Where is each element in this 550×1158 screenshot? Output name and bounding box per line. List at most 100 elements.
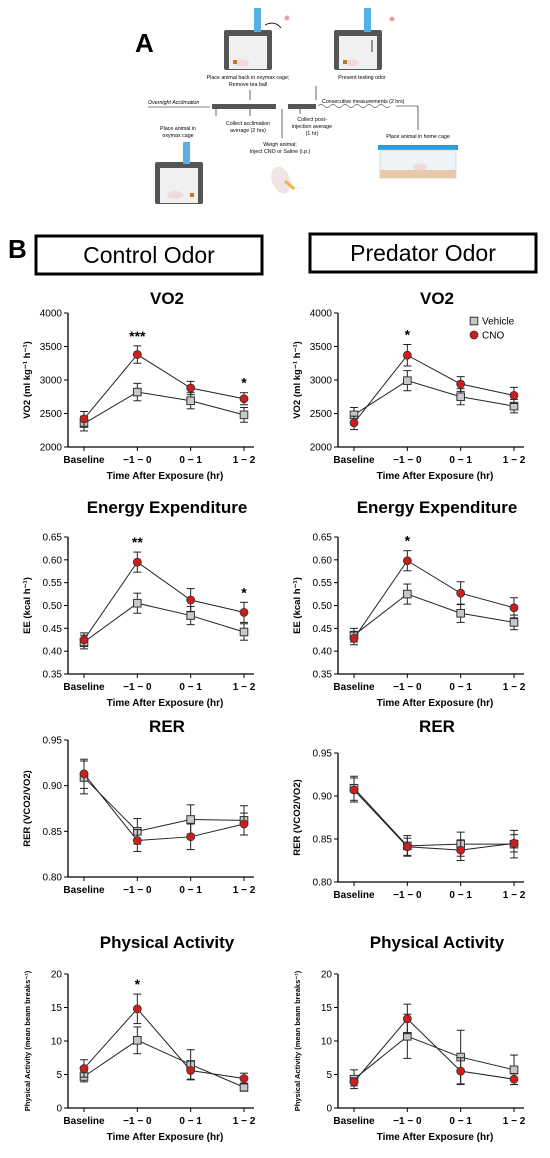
y-tick-label: 0.55 (313, 578, 333, 589)
label-place-oxymax-2: oxymax cage (162, 133, 193, 139)
data-point-vehicle (456, 392, 465, 402)
chart-2: Energy Expenditure 0.35 0.40 0.45 0.50 0.55 0.… (22, 498, 256, 709)
data-point-cno (349, 785, 359, 795)
y-tick-label: 0.40 (313, 647, 333, 658)
series-line (353, 593, 515, 636)
data-point-cno (456, 379, 466, 389)
chart-5: RER 0.80 0.85 0.90 0.95 Baseline −1 − 0 0 − 1 1 … (292, 717, 526, 901)
y-axis-label: Physical Activity (mean beam breaks⁻¹) (23, 970, 32, 1111)
x-tick-label: 0 − 1 (179, 1116, 202, 1127)
data-point-vehicle (133, 598, 142, 608)
legend-marker-vehicle (469, 316, 479, 326)
legend-label: CNO (482, 331, 504, 342)
series-line (353, 560, 515, 639)
oxymax-cage-top-left (224, 8, 290, 70)
y-tick-label: 20 (51, 970, 63, 981)
series-vehicle (349, 1013, 519, 1090)
y-axis-label: VO2 (ml kg⁻¹ h⁻¹) (22, 341, 33, 419)
x-tick-label: Baseline (333, 682, 375, 693)
x-tick-label: −1 − 0 (123, 1116, 152, 1127)
label-collect-post-1: Collect post- (297, 117, 327, 123)
data-point-cno (132, 350, 142, 359)
data-point-vehicle (133, 1036, 142, 1045)
y-tick-label: 0.35 (313, 670, 333, 681)
x-tick-label: −1 − 0 (393, 890, 422, 901)
series-cno (349, 343, 519, 431)
panel-a: A Place animal back in oxymax cage; Remo… (135, 8, 458, 204)
panel-b: B Control Odor Predator Odor (8, 232, 538, 276)
chart-1: VO2 2000 2500 3000 3500 4000 Baseline −1 − 0 0 −… (292, 289, 526, 482)
y-tick-label: 20 (321, 970, 333, 981)
chart-title: VO2 (150, 289, 184, 308)
series-vehicle (79, 382, 249, 432)
data-point-cno (509, 1074, 519, 1084)
series-vehicle (349, 583, 519, 643)
significance-marker: ** (132, 534, 143, 550)
column-header-predator: Predator Odor (350, 240, 496, 266)
injected-mouse (271, 166, 296, 194)
chart-title: Energy Expenditure (87, 498, 248, 517)
y-axis-label: RER (VCO2/VO2) (292, 779, 303, 856)
x-tick-label: Baseline (333, 1116, 375, 1127)
x-tick-label: 1 − 2 (503, 682, 526, 693)
data-point-cno (132, 1004, 142, 1014)
x-tick-label: 1 − 2 (233, 455, 256, 466)
label-place-back-2: Remove tea ball (229, 82, 267, 88)
data-point-cno (402, 350, 412, 360)
data-point-cno (186, 1066, 196, 1075)
series-vehicle (79, 592, 249, 650)
x-tick-label: −1 − 0 (123, 682, 152, 693)
x-tick-label: Baseline (63, 885, 105, 896)
significance-marker: * (405, 326, 411, 342)
label-overnight: Overnight Acclimation (148, 100, 199, 106)
data-point-cno (509, 603, 519, 613)
label-home-cage: Place animal in home cage (386, 134, 450, 140)
label-place-back-1: Place animal back in oxymax cage; (207, 75, 290, 81)
chart-7: Physical Activity 0 5 10 15 20 Baseline −1 − 0 0… (293, 933, 526, 1143)
x-tick-label: 1 − 2 (233, 682, 256, 693)
series-line (83, 391, 245, 424)
label-present-odor: Present testing odor (338, 75, 386, 81)
y-tick-label: 0.95 (313, 749, 333, 760)
label-collect-accl-1: Collect acclimation (226, 121, 270, 127)
y-tick-label: 2000 (40, 443, 63, 454)
series-line (83, 561, 245, 641)
series-line (353, 787, 514, 847)
y-tick-label: 0 (56, 1104, 62, 1115)
oxymax-cage-top-right (334, 8, 395, 70)
data-point-vehicle (509, 1065, 519, 1075)
timeline: Overnight Acclimation (148, 86, 419, 138)
data-point-cno (186, 595, 196, 605)
x-tick-label: 0 − 1 (449, 455, 472, 466)
x-axis-label: Time After Exposure (hr) (377, 1132, 494, 1143)
data-point-cno (239, 819, 249, 829)
data-point-vehicle (239, 627, 249, 637)
x-tick-label: −1 − 0 (393, 682, 422, 693)
series-line (353, 789, 515, 851)
x-tick-label: 0 − 1 (179, 455, 202, 466)
data-point-cno (239, 607, 249, 617)
y-tick-label: 0.95 (43, 736, 63, 747)
data-point-vehicle (186, 815, 195, 824)
y-axis-label: EE (kcal h⁻¹) (22, 577, 33, 634)
x-axis-label: Time After Exposure (hr) (377, 698, 494, 709)
data-point-cno (456, 1066, 466, 1076)
column-header-control: Control Odor (83, 242, 215, 268)
label-weigh-1: Weigh animal; (263, 142, 296, 148)
x-tick-label: −1 − 0 (393, 1116, 422, 1127)
significance-marker: * (241, 375, 247, 391)
y-tick-label: 0.50 (43, 601, 63, 612)
data-point-cno (349, 418, 359, 428)
significance-marker: * (135, 976, 141, 992)
series-cno (79, 993, 249, 1085)
series-line (83, 1039, 245, 1088)
data-point-cno (349, 1077, 359, 1087)
y-tick-label: 4000 (310, 309, 333, 320)
x-tick-label: −1 − 0 (123, 885, 152, 896)
series-line (83, 777, 245, 832)
chart-4: RER 0.80 0.85 0.90 0.95 Baseline −1 − 0 0 − 1 1 … (22, 717, 256, 896)
y-tick-label: 0.50 (313, 601, 333, 612)
x-tick-label: 0 − 1 (449, 682, 472, 693)
